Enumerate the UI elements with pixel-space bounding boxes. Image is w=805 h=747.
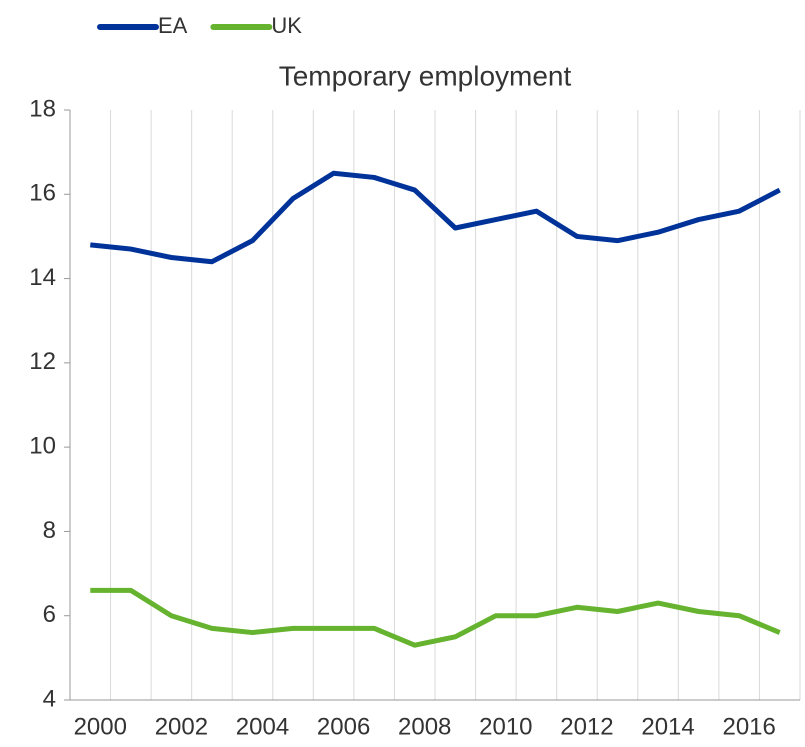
x-tick-label: 2008	[398, 713, 451, 740]
legend-label: EA	[158, 13, 188, 38]
y-tick-label: 12	[29, 348, 56, 375]
line-series	[90, 170, 781, 265]
chart-title: Temporary employment	[279, 60, 572, 91]
line-series	[90, 587, 781, 648]
y-tick-label: 18	[29, 95, 56, 122]
y-tick-label: 8	[43, 517, 56, 544]
x-tick-label: 2006	[317, 713, 370, 740]
y-tick-label: 4	[43, 685, 56, 712]
x-tick-label: 2000	[74, 713, 127, 740]
y-tick-label: 14	[29, 264, 56, 291]
x-tick-label: 2004	[236, 713, 289, 740]
y-tick-label: 6	[43, 601, 56, 628]
x-tick-label: 2012	[560, 713, 613, 740]
x-tick-label: 2016	[722, 713, 775, 740]
x-tick-label: 2014	[641, 713, 694, 740]
x-tick-label: 2010	[479, 713, 532, 740]
legend-label: UK	[271, 13, 302, 38]
y-tick-label: 10	[29, 432, 56, 459]
x-tick-label: 2002	[155, 713, 208, 740]
y-tick-label: 16	[29, 180, 56, 207]
